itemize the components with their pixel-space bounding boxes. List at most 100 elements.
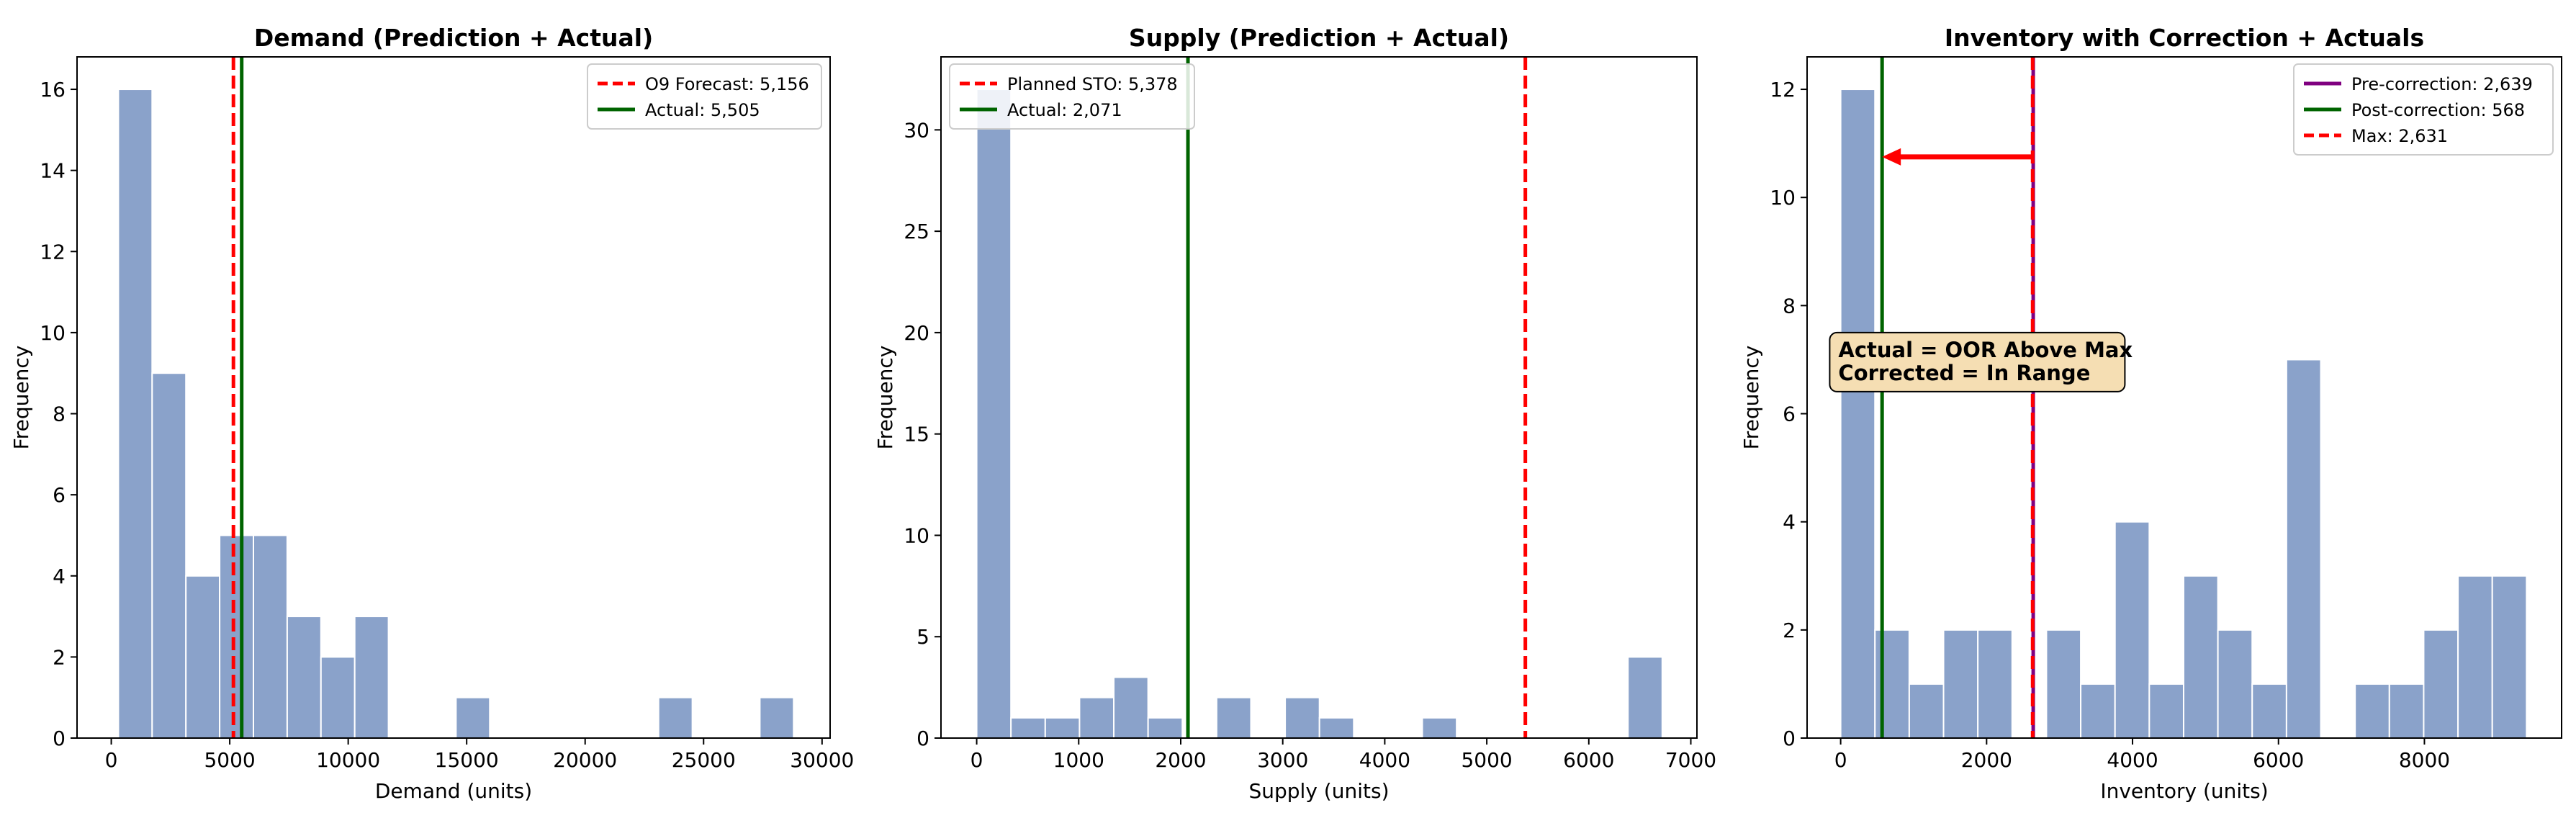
- legend-entry: Post-correction: 568: [2351, 100, 2525, 120]
- legend: O9 Forecast: 5,156 Actual: 5,505: [587, 63, 822, 130]
- histogram-bar: [2045, 629, 2082, 739]
- histogram-bar: [1942, 629, 1979, 739]
- x-tick-label: 1000: [1053, 748, 1104, 772]
- chart-title: Demand (Prediction + Actual): [254, 24, 653, 52]
- x-axis-label: Inventory (units): [2100, 779, 2268, 803]
- y-axis-label: Frequency: [9, 346, 33, 450]
- y-tick-label: 4: [53, 565, 66, 588]
- histogram-bar: [1113, 676, 1149, 739]
- y-tick-label: 16: [40, 78, 66, 102]
- y-tick-label: 2: [53, 645, 66, 669]
- histogram-bar: [2388, 683, 2425, 740]
- legend-entry: Actual: 5,505: [645, 100, 760, 120]
- x-tick-label: 5000: [204, 748, 255, 772]
- histogram-bar: [1010, 716, 1046, 739]
- x-tick-label: 4000: [1359, 748, 1410, 772]
- histogram-bar: [657, 696, 693, 740]
- x-tick-label: 0: [105, 748, 118, 772]
- histogram-bar: [219, 534, 255, 739]
- axes-frame: [1806, 56, 2562, 739]
- histogram-bar: [1908, 683, 1945, 740]
- histogram-bar: [455, 696, 491, 740]
- histogram-bar: [253, 534, 288, 739]
- x-tick-label: 30000: [790, 748, 854, 772]
- x-tick-label: 25000: [672, 748, 736, 772]
- chart-panel-1: 0 5000 10000 15000 20000 25000 30000 0 2 4 6 8 10 12 1…: [9, 24, 854, 803]
- legend: Pre-correction: 2,639 Post-correction: 56…: [2293, 63, 2554, 156]
- histogram-bar: [2148, 683, 2184, 740]
- x-tick-label: 8000: [2399, 748, 2450, 772]
- legend: Planned STO: 5,378 Actual: 2,071: [949, 63, 1195, 130]
- chart-title: Supply (Prediction + Actual): [1129, 24, 1509, 52]
- y-tick-label: 2: [1783, 619, 1796, 642]
- x-tick-label: 5000: [1461, 748, 1512, 772]
- legend-entry: O9 Forecast: 5,156: [645, 74, 809, 94]
- y-tick-label: 25: [904, 220, 929, 243]
- x-tick-label: 2000: [1155, 748, 1206, 772]
- y-tick-label: 10: [40, 321, 66, 345]
- histogram-bar: [2080, 683, 2116, 740]
- legend-box: [587, 63, 822, 130]
- annotation-box: [1829, 331, 2126, 392]
- histogram-bar: [2457, 575, 2493, 739]
- y-tick-label: 12: [1770, 78, 1796, 102]
- x-axis-label: Supply (units): [1248, 779, 1389, 803]
- chart-panel-3: 0 2000 4000 6000 8000 0 2 4 6 8 10 12 Inventory with…: [1739, 24, 2562, 803]
- histogram-bar: [759, 696, 795, 740]
- y-tick-label: 20: [904, 321, 929, 345]
- legend-entry: Max: 2,631: [2351, 126, 2448, 146]
- y-tick-label: 0: [1783, 727, 1796, 750]
- x-tick-label: 4000: [2107, 748, 2158, 772]
- histogram-bar: [1627, 656, 1663, 740]
- legend-entry: Planned STO: 5,378: [1007, 74, 1178, 94]
- y-tick-label: 0: [917, 727, 929, 750]
- x-tick-label: 6000: [1563, 748, 1614, 772]
- histogram-bar: [151, 372, 187, 739]
- histogram-bar: [1839, 89, 1876, 740]
- y-tick-label: 6: [53, 483, 66, 507]
- histogram-bar: [353, 616, 389, 739]
- y-tick-label: 8: [53, 403, 66, 426]
- histogram-bar: [1977, 629, 2013, 739]
- x-tick-label: 0: [970, 748, 983, 772]
- histogram-bar: [2423, 629, 2459, 739]
- x-tick-label: 15000: [435, 748, 499, 772]
- histogram-bar: [1421, 716, 1458, 739]
- histogram-bar: [320, 656, 356, 740]
- legend-entry: Actual: 2,071: [1007, 100, 1122, 120]
- histogram-bar: [2251, 683, 2287, 740]
- x-axis-label: Demand (units): [375, 779, 532, 803]
- chart-title: Inventory with Correction + Actuals: [1945, 24, 2424, 52]
- y-tick-label: 6: [1783, 403, 1796, 426]
- histogram-bar: [1147, 716, 1184, 739]
- histogram-bar: [1215, 696, 1252, 740]
- y-tick-label: 0: [53, 727, 66, 750]
- histogram-bar: [2285, 359, 2322, 739]
- x-tick-label: 2000: [1961, 748, 2012, 772]
- x-tick-label: 0: [1834, 748, 1847, 772]
- y-tick-label: 10: [1770, 186, 1796, 210]
- y-tick-label: 14: [40, 159, 66, 183]
- histogram-bar: [1318, 716, 1355, 739]
- x-tick-label: 3000: [1257, 748, 1308, 772]
- histogram-bar: [286, 616, 322, 739]
- histogram-bar: [1044, 716, 1081, 739]
- annotation-line: Actual = OOR Above Max: [1838, 338, 2133, 362]
- histogram-bar: [2354, 683, 2390, 740]
- correction-arrow-head: [1882, 148, 1901, 166]
- y-tick-label: 15: [904, 423, 929, 446]
- histogram-bar: [2182, 575, 2219, 739]
- legend-box: [949, 63, 1195, 130]
- histogram-bar: [1078, 696, 1115, 740]
- histogram-bar: [1874, 629, 1910, 739]
- x-tick-label: 20000: [553, 748, 617, 772]
- histogram-bar: [976, 89, 1012, 740]
- y-tick-label: 4: [1783, 511, 1796, 534]
- histogram-bar: [2217, 629, 2253, 739]
- y-tick-label: 5: [917, 625, 929, 649]
- annotation-line: Corrected = In Range: [1838, 361, 2090, 385]
- y-tick-label: 10: [904, 523, 929, 547]
- x-tick-label: 6000: [2253, 748, 2304, 772]
- y-axis-label: Frequency: [873, 346, 897, 450]
